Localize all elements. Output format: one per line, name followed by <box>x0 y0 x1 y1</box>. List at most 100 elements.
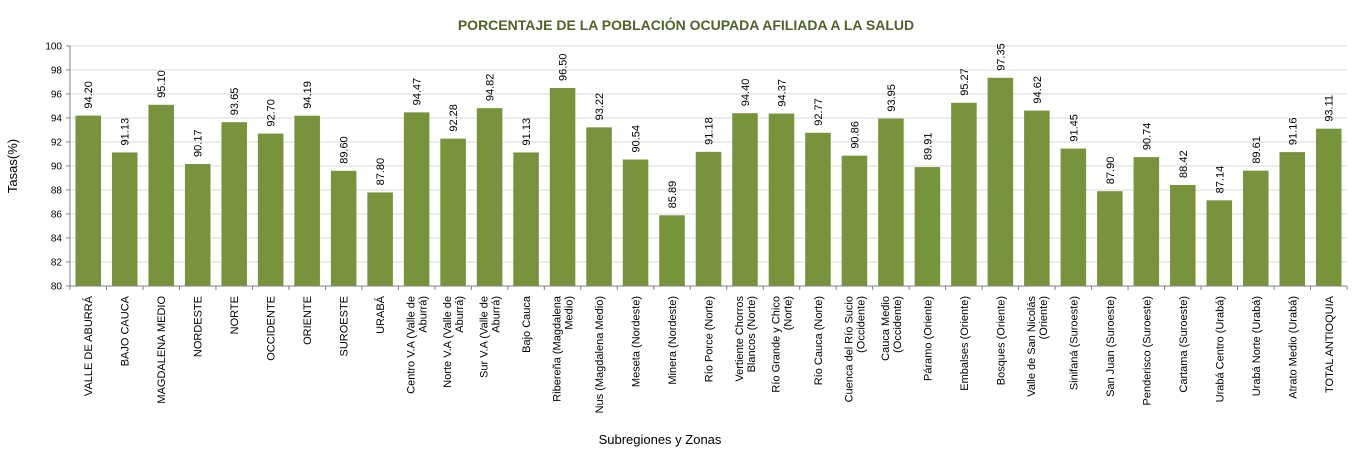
x-tick-label: Río Porce (Norte) <box>704 296 716 382</box>
x-tick-label-line: Vertiente Chorros <box>734 296 746 382</box>
x-tick-label: Embalses (Oriente) <box>959 296 971 391</box>
y-tick-label: 80 <box>51 282 63 293</box>
x-tick-label: MAGDALENA MEDIO <box>156 296 168 404</box>
x-tick-label: Cauca Medio(Occidente) <box>880 296 904 361</box>
data-label: 94.40 <box>740 79 752 107</box>
data-label: 94.62 <box>1032 76 1044 104</box>
data-label: 93.95 <box>886 84 898 112</box>
x-tick-label-line: TOTAL ANTIOQUIA <box>1324 295 1336 393</box>
bar <box>367 192 393 286</box>
data-label: 90.86 <box>849 121 861 149</box>
data-label: 95.10 <box>156 70 168 98</box>
data-label: 91.45 <box>1068 114 1080 142</box>
data-label: 94.19 <box>302 81 314 109</box>
bar <box>1279 152 1306 286</box>
data-label: 89.60 <box>339 136 351 164</box>
data-label: 90.17 <box>193 129 205 157</box>
x-tick-label-line: San Juan (Suroeste) <box>1105 296 1117 397</box>
data-label: 90.54 <box>631 125 643 153</box>
bar <box>294 115 320 286</box>
bar <box>951 102 977 286</box>
x-tick-label-line: Aburrá) <box>454 296 466 333</box>
x-tick-label-line: Embalses (Oriente) <box>959 296 971 391</box>
data-label: 93.22 <box>594 93 606 121</box>
bar <box>1097 191 1123 286</box>
x-tick-label: Cuenca del Río Sucio(Occidente) <box>843 296 867 402</box>
bars <box>75 77 1342 286</box>
x-tick-label: SUROESTE <box>339 296 351 357</box>
x-tick-label-line: Cuenca del Río Sucio <box>843 296 855 402</box>
x-tick-label-line: Bajo Cauca <box>521 295 533 353</box>
data-label: 87.14 <box>1214 166 1226 194</box>
x-tick-label-line: NORTE <box>229 296 241 334</box>
data-label: 89.91 <box>922 133 934 161</box>
x-tick-label-line: BAJO CAUCA <box>120 295 132 366</box>
data-label: 91.16 <box>1287 118 1299 146</box>
bar <box>1206 200 1233 286</box>
x-tick-label: Urabá Centro (Urabá) <box>1214 296 1226 402</box>
x-tick-label: Cartama (Suroeste) <box>1178 296 1190 393</box>
x-tick-label: Bosques (Oriente) <box>995 296 1007 385</box>
x-tick-label-line: Nus (Magdalena Medio) <box>594 296 606 413</box>
x-tick-label: BAJO CAUCA <box>120 295 132 366</box>
bar <box>586 127 612 286</box>
data-label: 91.13 <box>521 118 533 146</box>
x-tick-label-line: Valle de San Nicolás <box>1026 296 1038 397</box>
y-tick-label: 82 <box>51 258 63 269</box>
x-tick-label: Río Cauca (Norte) <box>813 296 825 385</box>
x-tick-label-line: Aburrá) <box>418 296 430 333</box>
x-tick-label-line: NORDESTE <box>193 296 205 357</box>
bar <box>1315 128 1342 286</box>
data-label: 94.37 <box>776 79 788 107</box>
x-tick-label-line: Río Porce (Norte) <box>704 296 716 382</box>
y-tick-label: 100 <box>45 42 62 53</box>
x-tick-label-line: Blancos (Norte) <box>746 296 758 372</box>
x-tick-label-line: (Occidente) <box>855 296 867 353</box>
data-label: 92.77 <box>813 98 825 126</box>
bar <box>1060 148 1087 286</box>
data-label: 87.90 <box>1105 157 1117 185</box>
x-tick-label-line: Ribereña (Magdalena <box>552 295 564 402</box>
x-tick-label: NORDESTE <box>193 296 205 357</box>
data-label: 95.27 <box>959 68 971 96</box>
x-tick-label-line: Centro V.A (Valle de <box>406 296 418 394</box>
x-tick-label-line: Cauca Medio <box>880 296 892 361</box>
data-label: 87.80 <box>375 158 387 186</box>
x-tick-label: Nus (Magdalena Medio) <box>594 296 606 413</box>
x-axis-title: Subregiones y Zonas <box>599 432 722 447</box>
x-tick-label-line: Penderisco (Suroeste) <box>1141 296 1153 405</box>
data-label: 91.18 <box>704 117 716 145</box>
bar <box>403 112 430 286</box>
bar <box>1170 184 1196 286</box>
bar <box>111 152 138 286</box>
data-label: 92.28 <box>448 104 460 132</box>
x-tick-label-line: Urabá Centro (Urabá) <box>1214 296 1226 402</box>
y-axis-title: Tasas(%) <box>5 139 20 193</box>
bar <box>987 77 1014 286</box>
bar <box>1133 157 1160 286</box>
y-tick-label: 90 <box>51 162 63 173</box>
bar <box>659 215 685 286</box>
bar <box>513 152 539 286</box>
bar <box>330 170 357 286</box>
y-tick-label: 96 <box>51 90 63 101</box>
x-tick-label: Vertiente ChorrosBlancos (Norte) <box>734 296 758 382</box>
x-tick-label-line: VALLE DE ABURRÁ <box>82 295 95 396</box>
x-tick-label-line: Meseta (Nordeste) <box>631 296 643 387</box>
x-tick-label-line: URABÁ <box>374 295 387 334</box>
x-tick-label-line: Urabá Norte (Urabá) <box>1251 296 1263 396</box>
bar <box>878 118 904 286</box>
x-tick-label-line: Minera (Nordeste) <box>667 296 679 385</box>
y-tick-label: 92 <box>51 138 63 149</box>
x-tick-label: Río Grande y Chico(Norte) <box>770 296 794 393</box>
y-tick-label: 84 <box>51 234 63 245</box>
x-tick-label-line: SUROESTE <box>339 296 351 357</box>
data-labels: 94.20 91.13 95.10 90.17 93.65 92.70 94.19 89.60… <box>83 43 1336 208</box>
x-tick-label: URABÁ <box>374 295 387 334</box>
bar <box>184 163 211 286</box>
data-label: 88.42 <box>1178 150 1190 178</box>
data-label: 91.13 <box>120 118 132 146</box>
bar <box>476 108 503 286</box>
x-tick-label: Meseta (Nordeste) <box>631 296 643 387</box>
